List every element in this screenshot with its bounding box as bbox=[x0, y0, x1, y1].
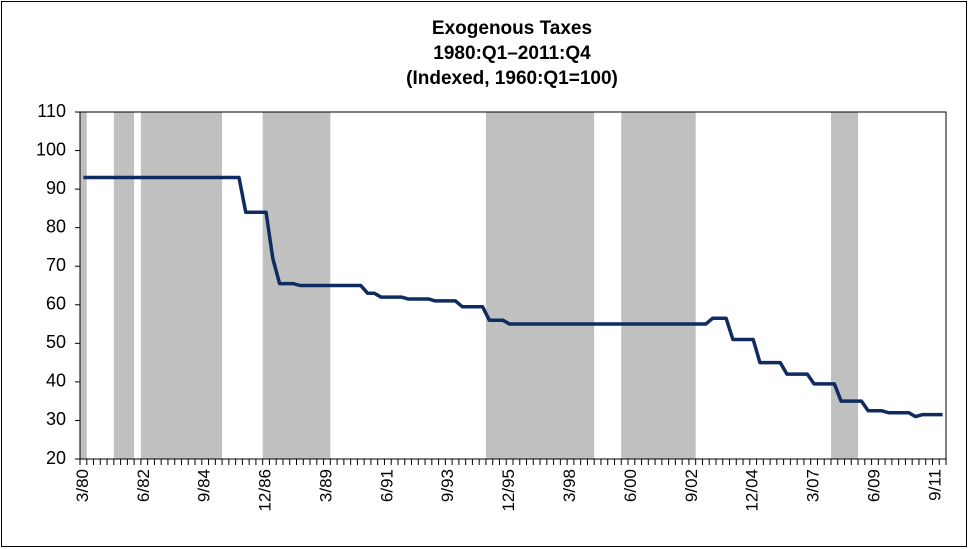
shaded-period bbox=[80, 112, 87, 459]
y-tick-label: 30 bbox=[46, 409, 66, 429]
y-tick-label: 20 bbox=[46, 448, 66, 468]
x-tick-label: 12/95 bbox=[499, 469, 518, 512]
shaded-period bbox=[830, 112, 859, 459]
y-tick-label: 70 bbox=[46, 255, 66, 275]
shaded-period bbox=[140, 112, 223, 459]
x-tick-label: 9/02 bbox=[682, 469, 701, 502]
x-tick-label: 6/09 bbox=[864, 469, 883, 502]
plot-border bbox=[79, 111, 947, 460]
shaded-period bbox=[485, 112, 595, 459]
y-tick-label: 100 bbox=[36, 139, 66, 159]
y-tick-label: 50 bbox=[46, 332, 66, 352]
x-tick-label: 12/86 bbox=[256, 469, 275, 512]
x-tick-label: 3/07 bbox=[804, 469, 823, 502]
chart-title: Exogenous Taxes bbox=[432, 18, 592, 39]
shaded-period bbox=[113, 112, 135, 459]
data-line bbox=[83, 175, 943, 419]
y-tick-label: 90 bbox=[46, 178, 66, 198]
x-tick-label: 6/00 bbox=[621, 469, 640, 502]
y-tick-label: 80 bbox=[46, 216, 66, 236]
chart-subtitle: 1980:Q1–2011:Q4 bbox=[433, 43, 591, 64]
shaded-period bbox=[621, 112, 696, 459]
chart-note: (Indexed, 1960:Q1=100) bbox=[406, 68, 618, 89]
y-tick-label: 60 bbox=[46, 294, 66, 314]
x-tick-label: 6/91 bbox=[377, 469, 396, 502]
y-tick-label: 110 bbox=[37, 101, 66, 121]
y-tick-label: 40 bbox=[46, 371, 66, 391]
x-tick-label: 3/80 bbox=[73, 469, 92, 502]
x-tick-label: 3/89 bbox=[316, 469, 335, 502]
x-tick-label: 9/11 bbox=[925, 469, 944, 501]
x-tick-label: 3/98 bbox=[560, 469, 579, 502]
x-tick-label: 9/84 bbox=[195, 469, 214, 502]
x-tick-label: 12/04 bbox=[743, 469, 762, 512]
x-tick-label: 6/82 bbox=[134, 469, 153, 502]
x-tick-label: 9/93 bbox=[438, 469, 457, 502]
